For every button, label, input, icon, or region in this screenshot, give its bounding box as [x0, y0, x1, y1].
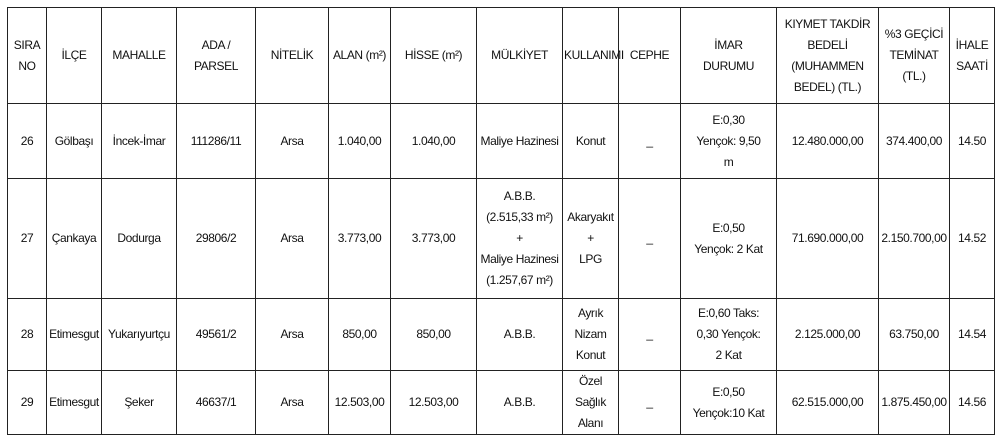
cell-kiymet-takdir-bedeli: 2.125.000,00 — [776, 298, 879, 371]
cell-gecici-teminat: 63.750,00 — [878, 298, 950, 371]
cell-cephe: _ — [618, 103, 681, 179]
cell-kiymet-takdir-bedeli: 12.480.000,00 — [776, 103, 879, 179]
cell-ilce: Çankaya — [46, 178, 102, 299]
cell-hisse: 3.773,00 — [390, 178, 477, 299]
header-ada-parsel: ADA / PARSEL — [176, 7, 256, 104]
cell-gecici-teminat: 2.150.700,00 — [878, 178, 950, 299]
cell-ada-parsel: 49561/2 — [176, 298, 256, 371]
cell-mahalle: Dodurga — [101, 178, 177, 299]
cell-hisse: 850,00 — [390, 298, 477, 371]
cell-cephe: _ — [618, 370, 681, 435]
cell-sira-no: 27 — [7, 178, 47, 299]
table-row: 29 Etimesgut Şeker 46637/1 Arsa 12.503,00 12.5… — [7, 370, 995, 435]
cell-hisse: 1.040,00 — [390, 103, 477, 179]
header-imar-durumu: İMAR DURUMU — [680, 7, 777, 104]
table-row: 27 Çankaya Dodurga 29806/2 Arsa 3.773,00 3.773… — [7, 178, 995, 299]
cell-imar-durumu: E:0,60 Taks: 0,30 Yençok: 2 Kat — [680, 298, 777, 371]
cell-alan: 3.773,00 — [328, 178, 391, 299]
header-row: SIRA NO İLÇE MAHALLE ADA / PARSEL NİTELİK ALA… — [7, 7, 995, 104]
auction-table: SIRA NO İLÇE MAHALLE ADA / PARSEL NİTELİK ALA… — [7, 7, 995, 435]
cell-kullanimi: Konut — [562, 103, 619, 179]
cell-mulkiyet: A.B.B. (2.515,33 m²) + Maliye Hazinesi (… — [476, 178, 563, 299]
header-nitelik: NİTELİK — [255, 7, 329, 104]
cell-ihale-saati: 14.50 — [949, 103, 995, 179]
cell-ihale-saati: 14.54 — [949, 298, 995, 371]
cell-ihale-saati: 14.52 — [949, 178, 995, 299]
cell-ilce: Etimesgut — [46, 298, 102, 371]
cell-mulkiyet: Maliye Hazinesi — [476, 103, 563, 179]
header-sira-no: SIRA NO — [7, 7, 47, 104]
cell-cephe: _ — [618, 298, 681, 371]
cell-sira-no: 28 — [7, 298, 47, 371]
cell-kiymet-takdir-bedeli: 62.515.000,00 — [776, 370, 879, 435]
table-row: 26 Gölbaşı İncek-İmar 111286/11 Arsa 1.040,00… — [7, 103, 995, 179]
header-alan: ALAN (m²) — [328, 7, 391, 104]
cell-nitelik: Arsa — [255, 370, 329, 435]
cell-kiymet-takdir-bedeli: 71.690.000,00 — [776, 178, 879, 299]
cell-ada-parsel: 111286/11 — [176, 103, 256, 179]
cell-gecici-teminat: 1.875.450,00 — [878, 370, 950, 435]
cell-alan: 12.503,00 — [328, 370, 391, 435]
header-ihale-saati: İHALE SAATİ — [949, 7, 995, 104]
cell-hisse: 12.503,00 — [390, 370, 477, 435]
cell-mahalle: İncek-İmar — [101, 103, 177, 179]
cell-ilce: Etimesgut — [46, 370, 102, 435]
cell-nitelik: Arsa — [255, 103, 329, 179]
cell-sira-no: 26 — [7, 103, 47, 179]
table-row: 28 Etimesgut Yukarıyurtçu 49561/2 Arsa 850,00… — [7, 298, 995, 371]
header-gecici-teminat: %3 GEÇİCİ TEMİNAT (TL.) — [878, 7, 950, 104]
cell-nitelik: Arsa — [255, 298, 329, 371]
header-kullanimi: KULLANIMI — [562, 7, 624, 104]
cell-ada-parsel: 29806/2 — [176, 178, 256, 299]
cell-kullanimi: Akaryakıt + LPG — [562, 178, 619, 299]
cell-mulkiyet: A.B.B. — [476, 298, 563, 371]
header-kiymet-takdir-bedeli: KIYMET TAKDİR BEDELİ (MUHAMMEN BEDEL) (T… — [776, 7, 879, 104]
cell-imar-durumu: E:0,30 Yençok: 9,50 m — [680, 103, 777, 179]
cell-imar-durumu: E:0,50 Yençok: 2 Kat — [680, 178, 777, 299]
cell-kullanimi: Özel Sağlık Alanı — [562, 370, 619, 435]
cell-sira-no: 29 — [7, 370, 47, 435]
cell-alan: 1.040,00 — [328, 103, 391, 179]
header-hisse: HİSSE (m²) — [390, 7, 477, 104]
header-mulkiyet: MÜLKİYET — [476, 7, 563, 104]
cell-imar-durumu: E:0,50 Yençok:10 Kat — [680, 370, 777, 435]
cell-mulkiyet: A.B.B. — [476, 370, 563, 435]
cell-cephe: _ — [618, 178, 681, 299]
cell-ilce: Gölbaşı — [46, 103, 102, 179]
header-mahalle: MAHALLE — [101, 7, 177, 104]
cell-gecici-teminat: 374.400,00 — [878, 103, 950, 179]
cell-mahalle: Yukarıyurtçu — [101, 298, 177, 371]
cell-alan: 850,00 — [328, 298, 391, 371]
header-cephe: CEPHE — [618, 7, 681, 104]
cell-ihale-saati: 14.56 — [949, 370, 995, 435]
header-ilce: İLÇE — [46, 7, 102, 104]
cell-kullanimi: Ayrık Nizam Konut — [562, 298, 619, 371]
cell-ada-parsel: 46637/1 — [176, 370, 256, 435]
cell-mahalle: Şeker — [101, 370, 177, 435]
cell-nitelik: Arsa — [255, 178, 329, 299]
